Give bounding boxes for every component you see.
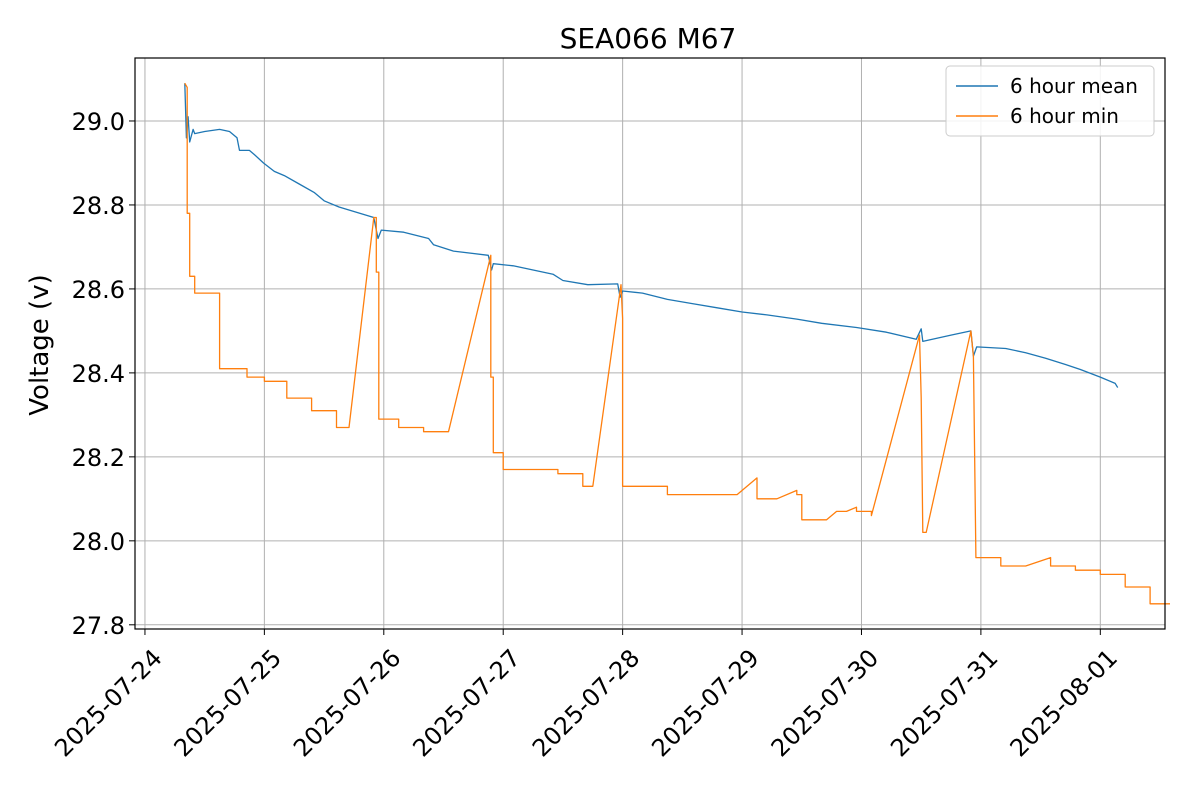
x-tick-label: 2025-08-01 — [1005, 644, 1123, 762]
chart-title: SEA066 M67 — [560, 22, 737, 55]
y-tick-label: 28.2 — [72, 444, 125, 472]
gridlines — [135, 58, 1165, 629]
legend: 6 hour mean 6 hour min — [945, 65, 1155, 137]
x-tick-label: 2025-07-28 — [527, 644, 645, 762]
legend-label-mean: 6 hour mean — [1010, 74, 1138, 98]
series-line-min — [184, 82, 1170, 605]
series-line-mean — [184, 83, 1119, 388]
series-lines — [184, 82, 1170, 605]
x-tick-label: 2025-07-31 — [885, 644, 1003, 762]
y-tick-label: 29.0 — [72, 108, 125, 136]
y-tick-label: 28.8 — [72, 192, 125, 220]
y-axis: 27.8 28.0 28.2 28.4 28.6 28.8 29.0 — [72, 108, 135, 640]
y-axis-label: Voltage (v) — [25, 274, 55, 415]
x-tick-label: 2025-07-24 — [49, 644, 167, 762]
y-tick-label: 28.0 — [72, 528, 125, 556]
legend-box — [945, 65, 1155, 137]
x-axis: 2025-07-24 2025-07-25 2025-07-26 2025-07-27… — [49, 629, 1123, 762]
x-tick-label: 2025-07-26 — [288, 644, 406, 762]
x-tick-label: 2025-07-27 — [407, 644, 525, 762]
y-tick-label: 27.8 — [72, 612, 125, 640]
x-tick-label: 2025-07-25 — [169, 644, 287, 762]
legend-label-min: 6 hour min — [1010, 104, 1119, 128]
y-tick-label: 28.4 — [72, 360, 125, 388]
plot-frame — [134, 57, 1166, 630]
x-tick-label: 2025-07-29 — [646, 644, 764, 762]
x-tick-label: 2025-07-30 — [766, 644, 884, 762]
y-tick-label: 28.6 — [72, 276, 125, 304]
